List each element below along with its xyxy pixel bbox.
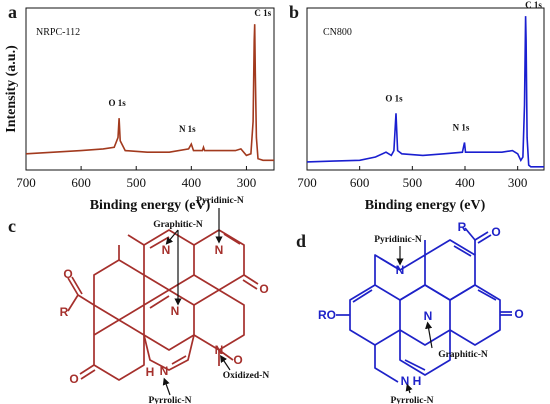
atom-c-n-pyrrolic: N <box>160 364 169 378</box>
peak-labels-b: O 1s N 1s C 1s <box>385 0 542 132</box>
plot-frame-b <box>306 7 545 171</box>
atom-c-o-ketone: O <box>63 267 72 281</box>
atom-c-o-bottom: O <box>69 372 78 386</box>
structure-d-arrows <box>396 246 433 394</box>
panel-letter-a: a <box>8 2 17 22</box>
x-tick-label-a-2: 500 <box>126 175 146 190</box>
atom-d-o-right: O <box>514 307 523 321</box>
plot-frame-a <box>25 7 275 171</box>
sample-label-b: CN800 <box>323 27 352 38</box>
x-axis-title-b: Binding energy (eV) <box>365 198 486 213</box>
atom-c-n-top: N <box>162 243 171 257</box>
x-tick-label-a-4: 300 <box>237 175 257 190</box>
x-tick-label-b-1: 600 <box>350 175 370 190</box>
x-tick-label-b-0: 700 <box>297 175 317 190</box>
atom-d-o-top: O <box>491 225 500 239</box>
sample-label-a: NRPC-112 <box>36 27 80 38</box>
atom-c-n-pyridinic: N <box>215 243 224 257</box>
atom-d-n-graphitic: N <box>424 309 433 323</box>
atom-d-n-pyrrolic: N <box>401 374 410 388</box>
label-c-pyrrolic: Pyrrolic-N <box>148 396 191 404</box>
x-tick-label-a-3: 400 <box>182 175 202 190</box>
atom-c-o-right: O <box>259 282 268 296</box>
chart-b: b CN800 700 600 500 400 300 Binding energy (… <box>289 0 545 213</box>
label-d-graphitic: Graphitic-N <box>438 350 488 360</box>
spectrum-line-b <box>306 16 544 168</box>
panel-letter-c: c <box>8 216 16 236</box>
atom-d-h: H <box>413 374 422 388</box>
structure-c: c <box>8 196 269 404</box>
x-tick-label-a-0: 700 <box>16 175 36 190</box>
label-d-pyridinic: Pyridinic-N <box>374 235 422 245</box>
x-ticks-b: 700 600 500 400 300 <box>297 166 527 190</box>
x-axis-title-a: Binding energy (eV) <box>90 198 211 213</box>
x-tick-label-b-2: 500 <box>403 175 423 190</box>
spectrum-line-a <box>25 24 274 162</box>
atom-d-n-pyridinic: N <box>396 263 405 277</box>
peak-label-b-2: C 1s <box>525 0 542 10</box>
peak-labels-a: O 1s N 1s C 1s <box>109 8 272 134</box>
atom-c-n-oxidized: N <box>215 343 224 357</box>
structure-c-bonds <box>67 229 259 381</box>
peak-label-b-0: O 1s <box>385 93 403 103</box>
structure-d: d <box>296 220 524 404</box>
atom-d-ro: RO <box>318 308 336 322</box>
structure-d-bonds <box>336 227 512 383</box>
label-c-pyridinic: Pyridinic-N <box>196 196 244 206</box>
y-axis-title-a: Intensity (a.u.) <box>4 45 19 133</box>
x-ticks-a: 700 600 500 400 300 <box>16 166 256 190</box>
x-tick-label-a-1: 600 <box>71 175 91 190</box>
label-d-pyrrolic: Pyrrolic-N <box>390 396 433 404</box>
structure-c-arrows <box>162 208 231 396</box>
atom-c-r: R <box>60 305 69 319</box>
atom-c-n-graphitic: N <box>171 304 180 318</box>
peak-label-a-0: O 1s <box>109 98 127 108</box>
panel-letter-b: b <box>289 2 299 22</box>
panel-letter-d: d <box>296 231 306 251</box>
x-tick-label-b-4: 300 <box>508 175 528 190</box>
atom-d-r: R <box>458 220 467 234</box>
peak-label-a-2: C 1s <box>254 8 271 18</box>
atom-c-o-oxide: O <box>233 353 242 367</box>
label-c-graphitic: Graphitic-N <box>153 220 203 230</box>
atom-c-h: H <box>146 365 155 379</box>
peak-label-a-1: N 1s <box>179 124 196 134</box>
x-tick-label-b-3: 400 <box>455 175 475 190</box>
chart-a: a NRPC-112 Intensity (a.u.) 700 600 500 400… <box>4 2 275 213</box>
peak-label-b-1: N 1s <box>453 122 470 132</box>
label-c-oxidized: Oxidized-N <box>223 371 270 381</box>
